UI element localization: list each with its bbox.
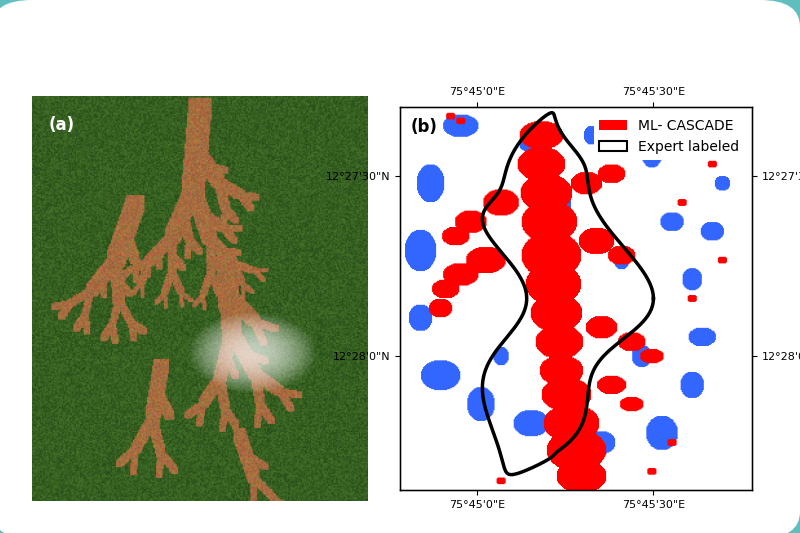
Text: ML-CASCADE: A machine learning and cloud computing-based tool for
rapid and auto: ML-CASCADE: A machine learning and cloud… xyxy=(81,14,719,53)
Text: (a): (a) xyxy=(49,116,75,134)
Text: (b): (b) xyxy=(410,118,438,136)
Legend: ML- CASCADE, Expert labeled: ML- CASCADE, Expert labeled xyxy=(594,114,745,159)
